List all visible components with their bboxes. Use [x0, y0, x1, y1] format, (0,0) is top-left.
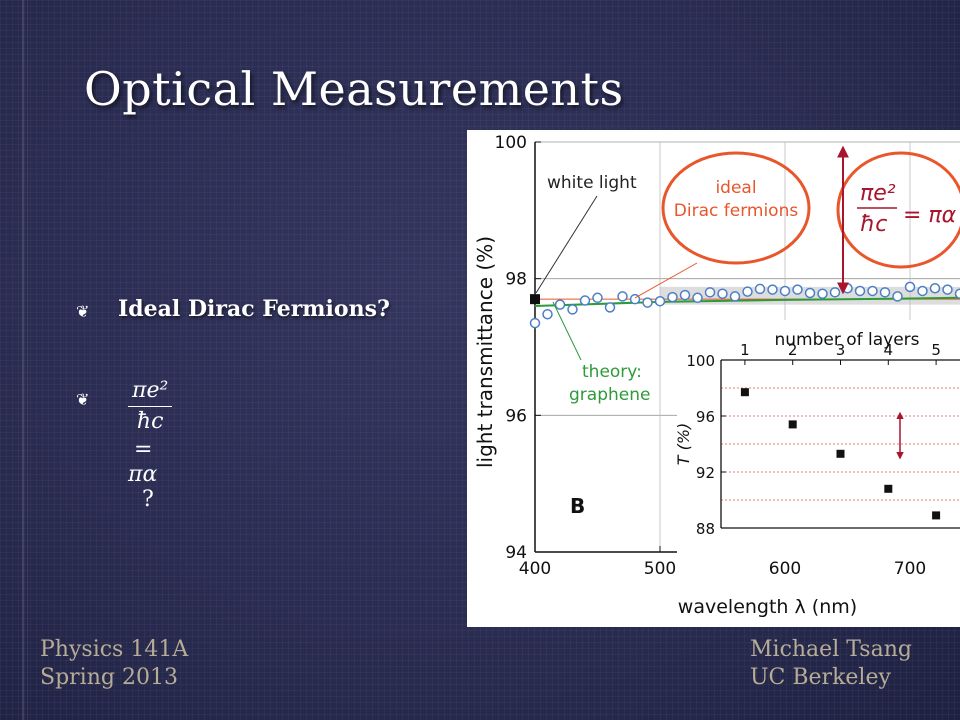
y-tick-label: 96	[505, 406, 527, 426]
data-point-circle	[904, 281, 916, 293]
course-info: Physics 141A Spring 2013	[40, 636, 188, 692]
data-point-circle	[867, 285, 878, 297]
left-border-line-inner	[27, 0, 28, 720]
theory-line	[534, 296, 960, 307]
data-point-circle	[754, 283, 766, 295]
inset-x-tick-label: 4	[884, 341, 894, 359]
course-term: Spring 2013	[40, 665, 178, 690]
data-point-circle	[954, 288, 960, 299]
inset-data-point	[884, 484, 893, 493]
formula-rhs: = πα	[128, 437, 158, 487]
figure-panel: 94 96 98 100 400 500 600 700 wavelength λ (nm) li…	[467, 130, 960, 627]
inset-x-label: number of layers	[774, 330, 919, 350]
data-point-circle	[842, 282, 853, 294]
graphene-label: graphene	[569, 385, 650, 405]
data-point-circle	[567, 304, 578, 315]
data-point-circle	[617, 291, 628, 302]
data-point-circle	[704, 287, 716, 298]
data-point-circle	[679, 289, 691, 301]
inset-chart: number of layers 88 92 96 100 1 2 3 4 5 T (%)	[674, 320, 960, 560]
y-axis-label: light transmittance (%)	[473, 236, 497, 468]
inset-background	[677, 320, 960, 560]
x-tick-label: 700	[894, 559, 926, 579]
inset-y-label: T (%)	[674, 423, 693, 466]
fleuron-bullet-icon: ❦	[76, 390, 90, 409]
data-point-circle	[742, 286, 753, 297]
inset-data-point	[932, 511, 941, 520]
author-info: Michael Tsang UC Berkeley	[750, 636, 912, 692]
data-point-circle	[642, 297, 653, 308]
data-point-circle	[592, 292, 603, 304]
data-point-circle	[879, 287, 891, 298]
transmittance-chart: 94 96 98 100 400 500 600 700 wavelength λ (nm) li…	[473, 133, 960, 618]
y-tick-label: 98	[505, 270, 527, 290]
data-point-circle	[854, 285, 866, 297]
x-axis-label: wavelength λ (nm)	[678, 596, 857, 618]
author-affiliation: UC Berkeley	[750, 665, 891, 690]
data-point-circle	[604, 302, 616, 313]
data-point-circle	[692, 292, 703, 304]
fleuron-bullet-icon: ❦	[76, 302, 90, 321]
x-tick-label: 500	[644, 559, 676, 579]
x-tick-label: 600	[769, 559, 801, 579]
formula-denominator: ħc	[136, 409, 164, 434]
inset-y-tick-label: 96	[696, 408, 715, 426]
inset-data-point	[740, 388, 749, 397]
data-point-circle	[529, 317, 541, 329]
formula-question: ?	[142, 487, 154, 512]
main-axes: 94 96 98 100 400 500 600 700 wavelength λ (nm) li…	[473, 133, 960, 618]
chart-formula-rhs: = πα	[903, 203, 957, 228]
data-point-circle	[767, 284, 778, 295]
data-point-circle	[717, 288, 728, 299]
data-point-circle	[829, 287, 841, 298]
inset-x-tick-label: 1	[740, 341, 750, 359]
slide-title: Optical Measurements	[84, 62, 624, 116]
data-point-circle	[792, 284, 803, 295]
inset-data-point	[836, 449, 845, 458]
ideal-pointer	[634, 262, 698, 299]
data-point-circle	[917, 285, 928, 297]
annotations: white light ideal Dirac fermions πe² ħc …	[535, 145, 960, 518]
course-name: Physics 141A	[40, 637, 189, 662]
data-point-circle	[892, 291, 903, 302]
left-border-line	[22, 0, 24, 720]
data-point-circle	[929, 282, 941, 294]
inset-y-tick-label: 88	[696, 520, 715, 538]
inset-y-tick-label: 100	[686, 352, 715, 370]
data-point-circle	[542, 308, 553, 320]
data-point-circle	[654, 295, 666, 307]
data-point-circle	[667, 291, 678, 303]
bullet-text: Ideal Dirac Fermions?	[118, 296, 390, 322]
data-point-circle	[554, 299, 566, 310]
formula-numerator: πe²	[128, 376, 173, 407]
data-point-circle	[779, 285, 791, 297]
dirac-fermions-label: Dirac fermions	[674, 201, 799, 221]
fine-structure-formula: πe² ħc = πα ?	[128, 376, 173, 512]
data-point-circle	[942, 284, 953, 295]
ideal-dirac-ellipse	[661, 151, 811, 265]
data-point-circle	[804, 287, 816, 299]
white-light-label: white light	[547, 173, 637, 193]
chart-formula-num: πe²	[860, 181, 896, 206]
panel-letter: B	[570, 494, 585, 518]
theory-pointer	[552, 301, 582, 361]
x-tick-label: 400	[519, 559, 551, 579]
inset-data-point	[788, 420, 797, 429]
data-point-circle	[729, 291, 741, 302]
author-name: Michael Tsang	[750, 637, 912, 662]
inset-x-tick-label: 5	[931, 341, 941, 359]
chart-formula-den: ħc	[860, 212, 887, 237]
data-point-square	[530, 294, 540, 305]
data-point-circle	[817, 288, 828, 299]
y-tick-label: 94	[505, 543, 527, 563]
white-light-pointer	[535, 195, 598, 294]
y-tick-label: 100	[495, 133, 527, 153]
inset-x-tick-label: 2	[788, 341, 798, 359]
data-point-circle	[579, 295, 591, 306]
ideal-label: ideal	[715, 178, 756, 198]
inset-y-tick-label: 92	[696, 464, 715, 482]
theory-label: theory:	[582, 362, 642, 382]
inset-x-tick-label: 3	[836, 341, 846, 359]
